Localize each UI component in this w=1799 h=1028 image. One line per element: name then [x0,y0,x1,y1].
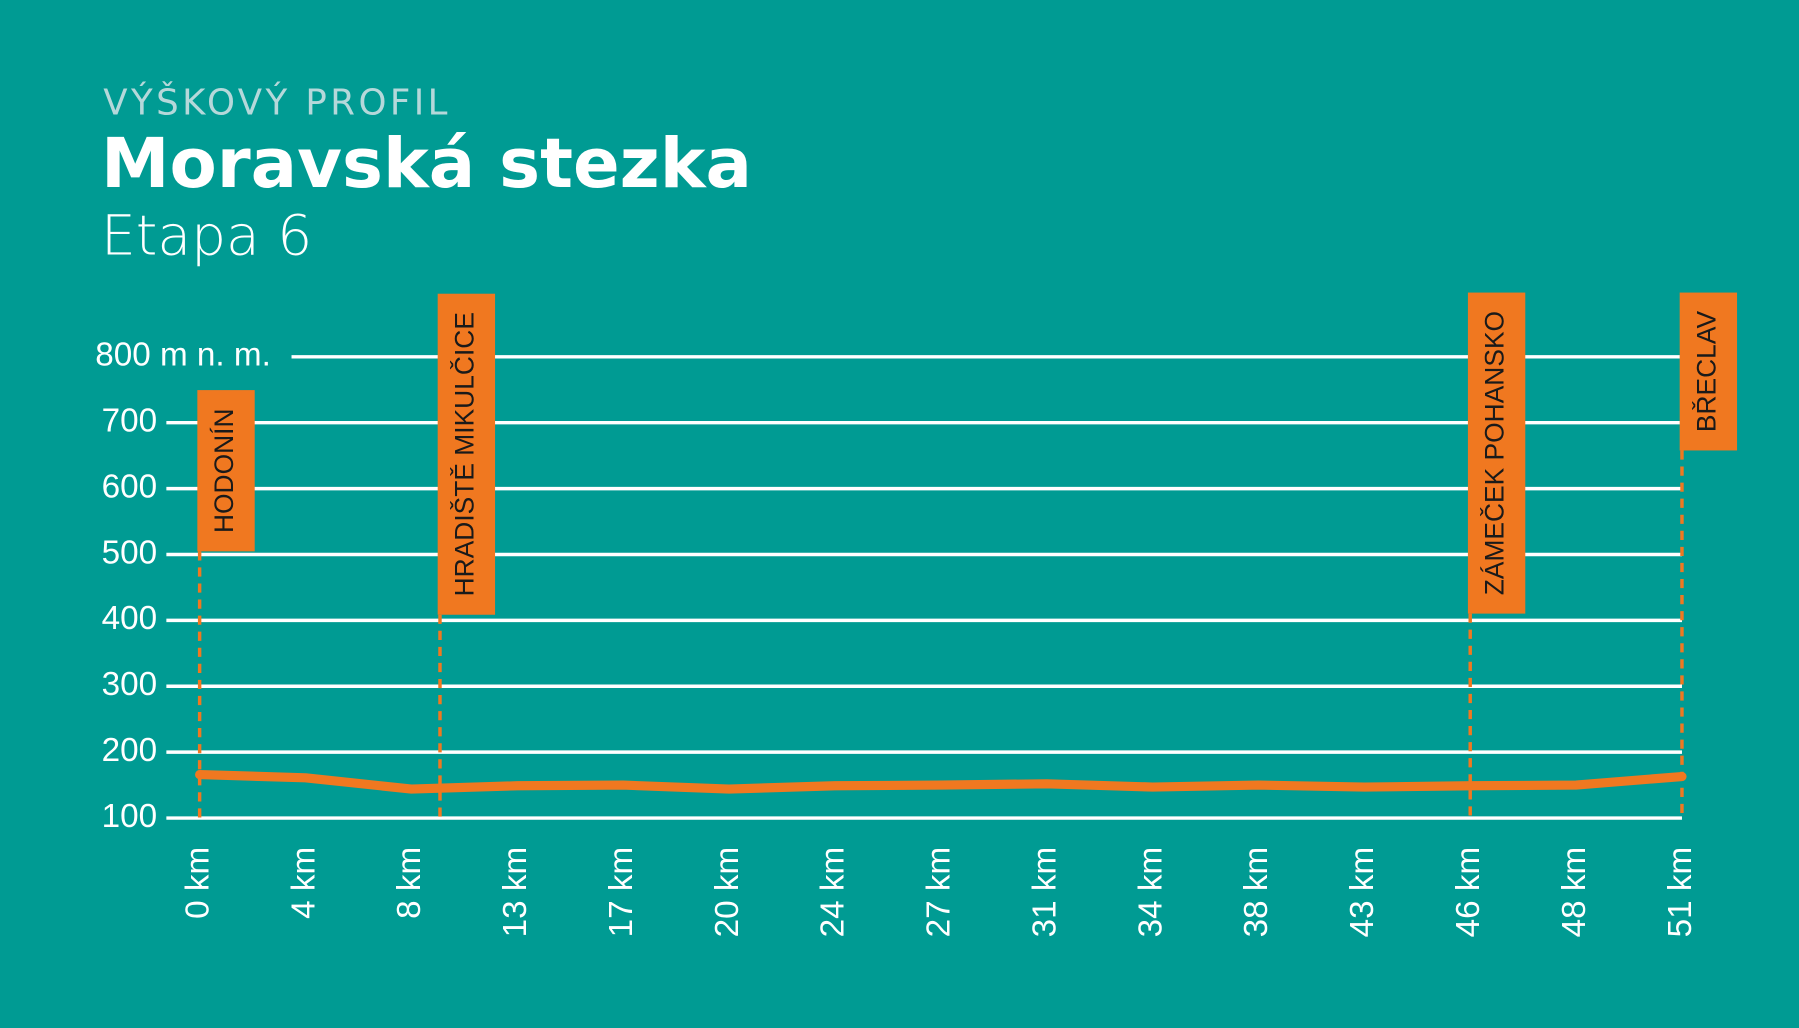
location-marker: ZÁMEČEK POHANSKO [1467,292,1526,819]
marker-box [1679,292,1738,451]
y-tick-label: 700 [102,402,158,439]
marker-label: BŘECLAV [1691,311,1721,433]
x-tick-label: 43 km [1344,847,1381,938]
y-tick-label: 600 [102,468,158,505]
y-tick-label: 100 [102,798,158,835]
location-marker: HRADIŠTĚ MIKULČICE [437,293,496,819]
markers: HODONÍN HRADIŠTĚ MIKULČICE ZÁMEČEK POHANSK… [197,292,1738,819]
x-tick-label: 24 km [815,847,852,938]
x-tick-label: 51 km [1662,847,1699,938]
x-tick-label: 27 km [921,847,958,938]
y-tick-label: 300 [102,666,158,703]
marker-box [1467,292,1526,614]
x-tick-label: 4 km [285,847,322,919]
x-tick-label: 20 km [709,847,746,938]
marker-label: HODONÍN [209,408,239,533]
x-tick-label: 38 km [1238,847,1275,938]
x-tick-label: 48 km [1556,847,1593,938]
marker-label: ZÁMEČEK POHANSKO [1480,311,1510,595]
overline: VÝŠKOVÝ PROFIL [103,82,451,124]
x-tick-label: 46 km [1450,847,1487,938]
y-tick-label: 800 m n. m. [95,337,271,374]
marker-box [437,293,496,615]
x-tick-label: 8 km [391,847,428,919]
marker-label: HRADIŠTĚ MIKULČICE [449,312,479,596]
y-tick-label: 500 [102,534,158,571]
chart-subtitle: Etapa 6 [101,204,312,268]
x-tick-label: 17 km [603,847,640,938]
marker-box [197,390,255,552]
x-tick-label: 31 km [1026,847,1063,938]
x-tick-label: 13 km [497,847,534,938]
x-tick-label: 34 km [1132,847,1169,938]
location-marker: BŘECLAV [1679,292,1738,819]
y-tick-label: 400 [102,600,158,637]
x-tick-label: 0 km [179,847,216,919]
y-tick-label: 200 [102,732,158,769]
elevation-line [195,769,1687,794]
chart-title: Moravská stezka [101,124,752,204]
location-marker: HODONÍN [197,390,255,819]
